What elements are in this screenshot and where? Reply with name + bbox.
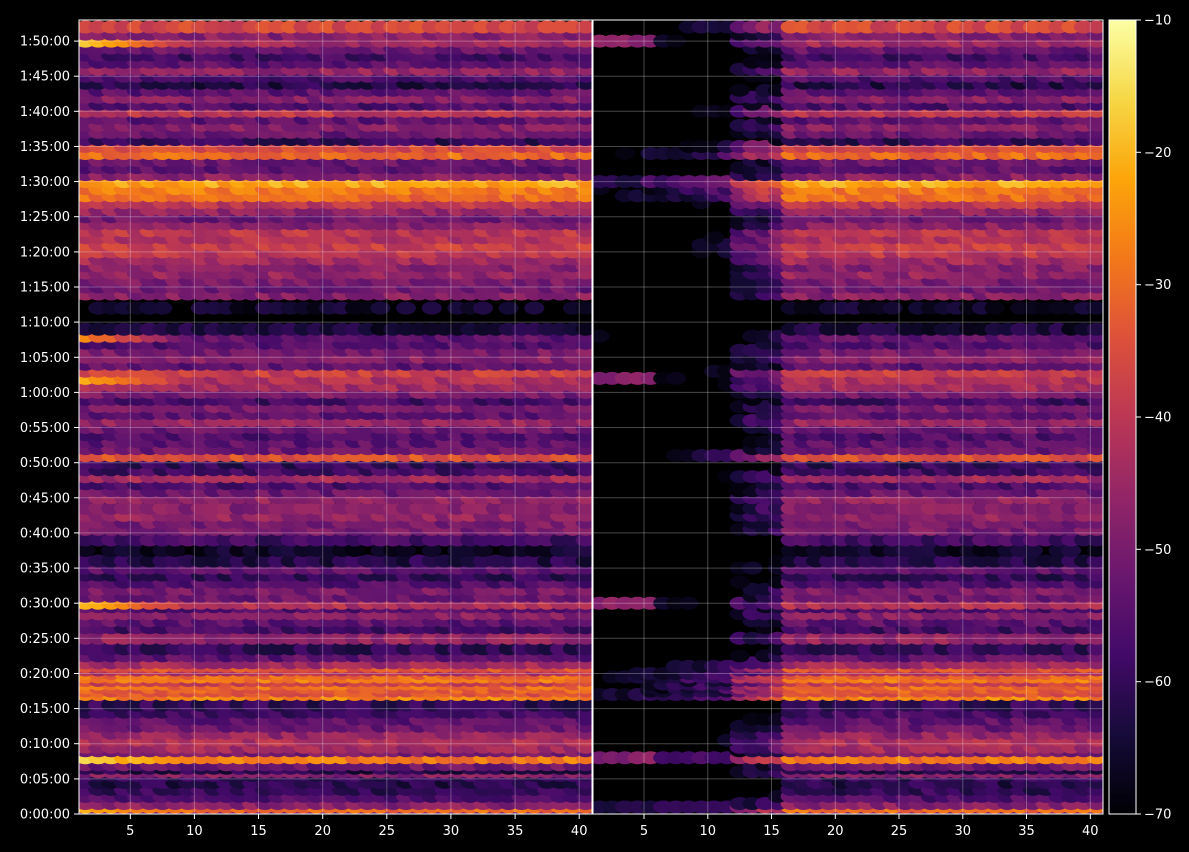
heatmap-cell [79, 544, 96, 557]
heatmap-cell [575, 533, 592, 547]
heatmap-cell [421, 301, 442, 315]
heatmap-cell [421, 544, 442, 557]
heatmap-cell [498, 301, 519, 315]
heatmap-cell [575, 554, 592, 568]
heatmap-cell [396, 301, 416, 315]
heatmap-cell [152, 301, 173, 315]
heatmap-cell [165, 544, 186, 557]
left-panel [79, 20, 592, 814]
heatmap-cell [396, 544, 416, 557]
heatmap-cell [473, 301, 493, 315]
heatmap-cell [524, 301, 545, 315]
heatmap-cell [575, 631, 592, 645]
heatmap-cell [575, 642, 592, 656]
heatmap-cell [575, 544, 592, 557]
heatmap-cell [370, 301, 391, 315]
heatmap-cell [575, 501, 592, 515]
heatmap-cell [575, 698, 592, 712]
heatmap-cell [473, 544, 493, 557]
heatmap-cell [575, 301, 592, 315]
heatmap-cell [575, 322, 592, 336]
heatmap-cell [344, 544, 365, 557]
